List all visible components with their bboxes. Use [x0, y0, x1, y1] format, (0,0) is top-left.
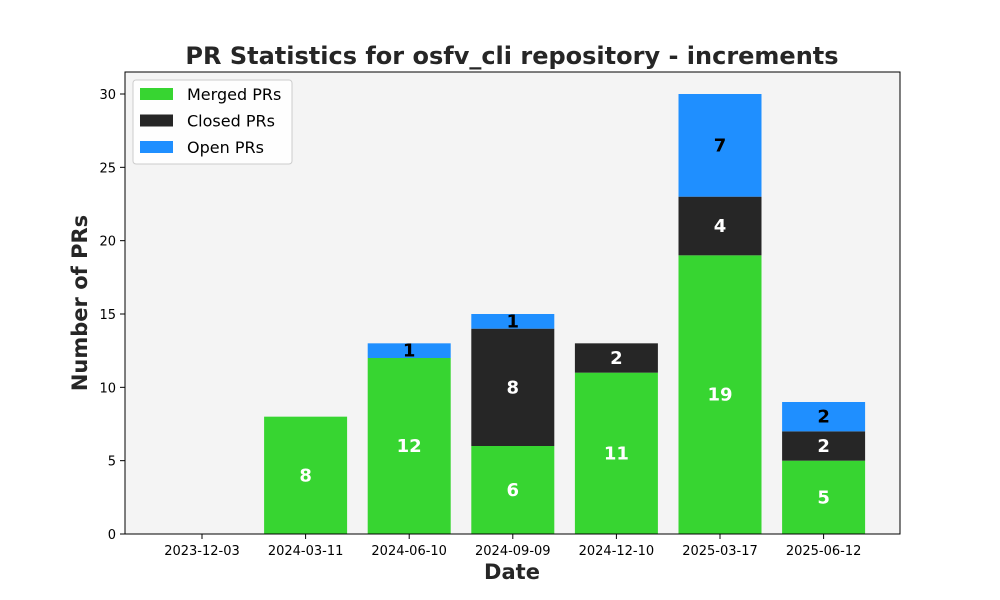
x-tick-label: 2025-03-17	[682, 544, 758, 559]
y-tick-label: 10	[99, 381, 116, 396]
bar-open-prs	[782, 402, 866, 432]
legend-label: Closed PRs	[187, 112, 275, 131]
bar-value-label: 1	[507, 311, 520, 332]
bar-value-label: 5	[817, 487, 830, 508]
bar-value-label: 1	[403, 341, 416, 362]
x-tick-label: 2024-06-10	[371, 544, 447, 559]
bar-value-label: 6	[507, 480, 520, 501]
bar-closed-prs	[471, 328, 555, 446]
bar-value-label: 19	[707, 385, 732, 406]
bars-layer	[264, 94, 866, 535]
bar-value-label: 4	[714, 216, 727, 237]
y-axis: 0 5 10 15 20 25 30	[99, 88, 125, 543]
bar-closed-prs	[678, 196, 762, 256]
x-tick-label: 2023-12-03	[164, 544, 240, 559]
bar-closed-prs	[574, 343, 658, 373]
bar-value-label: 8	[299, 465, 312, 486]
bar-merged-prs	[367, 358, 451, 534]
bar-value-label: 2	[610, 348, 623, 369]
legend-label: Merged PRs	[187, 85, 281, 104]
bar-open-prs	[471, 314, 555, 329]
y-tick-label: 15	[99, 308, 116, 323]
chart-title: PR Statistics for osfv_cli repository - …	[185, 42, 838, 70]
y-tick-label: 25	[99, 161, 116, 176]
x-axis-title: Date	[484, 560, 540, 584]
legend-swatch	[140, 114, 173, 127]
x-tick-label: 2025-06-12	[786, 544, 862, 559]
bar-closed-prs	[782, 431, 866, 461]
x-axis: 2023-12-03 2024-03-11 2024-06-10 2024-09-09…	[164, 534, 861, 559]
y-tick-label: 30	[99, 88, 116, 103]
y-tick-label: 0	[108, 528, 116, 543]
y-tick-label: 20	[99, 235, 116, 250]
bar-merged-prs	[264, 416, 348, 534]
bar-open-prs	[678, 94, 762, 197]
legend-label: Open PRs	[187, 138, 264, 157]
legend-swatch	[140, 88, 173, 100]
bar-merged-prs	[782, 460, 866, 534]
legend: Merged PRs Closed PRs Open PRs	[132, 79, 293, 165]
bar-value-label: 7	[714, 135, 727, 156]
x-tick-label: 2024-09-09	[475, 544, 551, 559]
bar-value-label: 12	[397, 436, 422, 457]
bar-merged-prs	[678, 255, 762, 535]
x-tick-label: 2024-12-10	[579, 544, 655, 559]
y-tick-label: 5	[108, 455, 116, 470]
bar-value-label: 2	[817, 436, 830, 457]
bar-open-prs	[367, 343, 451, 358]
bar-value-label: 8	[507, 377, 520, 398]
bar-merged-prs	[471, 446, 555, 534]
bar-value-label: 11	[604, 443, 629, 464]
x-tick-label: 2024-03-11	[268, 544, 344, 559]
bar-merged-prs	[574, 372, 658, 534]
y-axis-title: Number of PRs	[68, 215, 92, 391]
bar-value-label: 2	[817, 407, 830, 428]
legend-swatch	[140, 141, 173, 153]
